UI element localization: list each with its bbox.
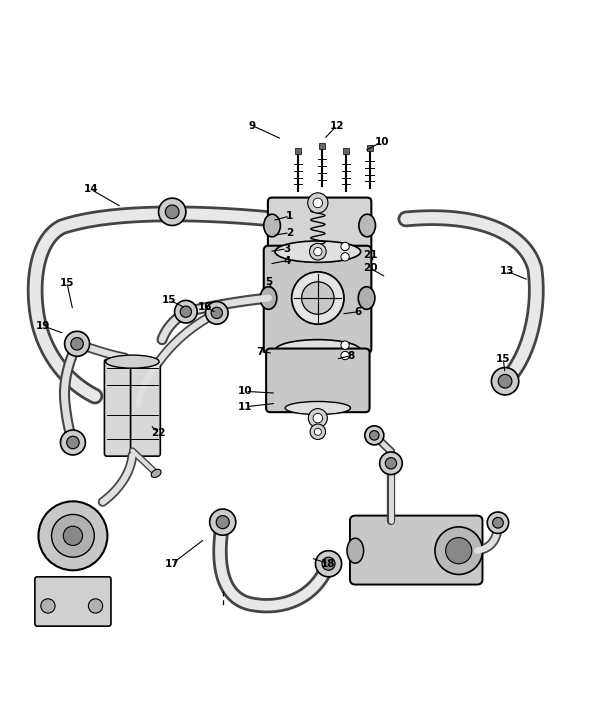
Circle shape bbox=[493, 518, 503, 528]
Text: 9: 9 bbox=[249, 121, 256, 130]
Circle shape bbox=[316, 551, 341, 577]
Circle shape bbox=[209, 509, 236, 535]
FancyBboxPatch shape bbox=[35, 577, 111, 626]
Ellipse shape bbox=[358, 286, 375, 309]
Ellipse shape bbox=[264, 214, 280, 237]
Circle shape bbox=[341, 352, 349, 359]
Circle shape bbox=[313, 198, 323, 208]
Text: 21: 21 bbox=[363, 250, 377, 259]
Circle shape bbox=[322, 557, 335, 570]
Circle shape bbox=[314, 428, 322, 435]
Text: 6: 6 bbox=[355, 307, 362, 317]
FancyBboxPatch shape bbox=[350, 515, 482, 584]
Circle shape bbox=[487, 512, 509, 533]
FancyBboxPatch shape bbox=[104, 359, 134, 456]
FancyBboxPatch shape bbox=[264, 246, 371, 353]
Circle shape bbox=[166, 205, 179, 218]
Circle shape bbox=[341, 341, 349, 350]
Text: 10: 10 bbox=[238, 386, 253, 396]
Text: 1: 1 bbox=[286, 211, 293, 221]
Text: 13: 13 bbox=[500, 267, 514, 277]
Text: 19: 19 bbox=[36, 321, 50, 331]
Text: 14: 14 bbox=[83, 184, 98, 194]
Circle shape bbox=[61, 430, 85, 455]
Circle shape bbox=[52, 515, 94, 557]
Circle shape bbox=[308, 408, 328, 428]
Circle shape bbox=[310, 424, 326, 440]
Text: 18: 18 bbox=[321, 559, 336, 569]
Circle shape bbox=[175, 301, 197, 323]
Circle shape bbox=[491, 367, 519, 395]
Circle shape bbox=[365, 426, 384, 445]
Circle shape bbox=[314, 247, 322, 256]
Circle shape bbox=[380, 452, 402, 474]
Text: 15: 15 bbox=[60, 278, 74, 288]
Text: 12: 12 bbox=[329, 121, 344, 130]
Circle shape bbox=[63, 526, 83, 545]
Circle shape bbox=[180, 306, 191, 318]
FancyBboxPatch shape bbox=[266, 349, 370, 412]
Text: 3: 3 bbox=[283, 244, 290, 254]
Circle shape bbox=[292, 272, 344, 324]
Text: 15: 15 bbox=[496, 354, 511, 364]
Text: 17: 17 bbox=[165, 559, 179, 569]
FancyBboxPatch shape bbox=[268, 198, 371, 255]
Circle shape bbox=[385, 457, 397, 469]
Text: 20: 20 bbox=[363, 263, 377, 273]
Text: 7: 7 bbox=[256, 347, 263, 357]
Circle shape bbox=[216, 515, 229, 529]
Circle shape bbox=[88, 599, 103, 613]
Ellipse shape bbox=[260, 286, 277, 309]
Circle shape bbox=[205, 301, 228, 324]
Circle shape bbox=[341, 242, 349, 251]
Circle shape bbox=[67, 436, 79, 449]
Ellipse shape bbox=[151, 469, 161, 477]
Text: 11: 11 bbox=[238, 402, 253, 412]
Circle shape bbox=[71, 337, 83, 350]
Text: 2: 2 bbox=[286, 228, 293, 238]
Text: 5: 5 bbox=[265, 277, 273, 287]
Ellipse shape bbox=[275, 241, 361, 262]
Circle shape bbox=[435, 527, 482, 574]
Circle shape bbox=[308, 193, 328, 213]
Circle shape bbox=[446, 537, 472, 564]
Circle shape bbox=[302, 281, 334, 314]
Circle shape bbox=[211, 307, 223, 318]
Text: 22: 22 bbox=[151, 428, 166, 438]
Circle shape bbox=[38, 501, 107, 570]
FancyBboxPatch shape bbox=[131, 359, 160, 456]
Text: 16: 16 bbox=[197, 302, 212, 312]
Text: 8: 8 bbox=[347, 351, 354, 361]
Ellipse shape bbox=[275, 340, 361, 361]
Circle shape bbox=[370, 430, 379, 440]
Ellipse shape bbox=[106, 355, 159, 368]
Text: 15: 15 bbox=[162, 295, 176, 305]
Circle shape bbox=[41, 599, 55, 613]
Circle shape bbox=[65, 331, 89, 357]
Ellipse shape bbox=[359, 214, 376, 237]
Circle shape bbox=[498, 374, 512, 388]
Ellipse shape bbox=[285, 401, 350, 415]
Circle shape bbox=[341, 252, 349, 261]
Text: 10: 10 bbox=[375, 137, 389, 147]
Text: 4: 4 bbox=[283, 255, 290, 266]
Ellipse shape bbox=[347, 538, 364, 563]
Circle shape bbox=[310, 243, 326, 260]
Circle shape bbox=[158, 198, 186, 225]
Circle shape bbox=[313, 413, 323, 423]
